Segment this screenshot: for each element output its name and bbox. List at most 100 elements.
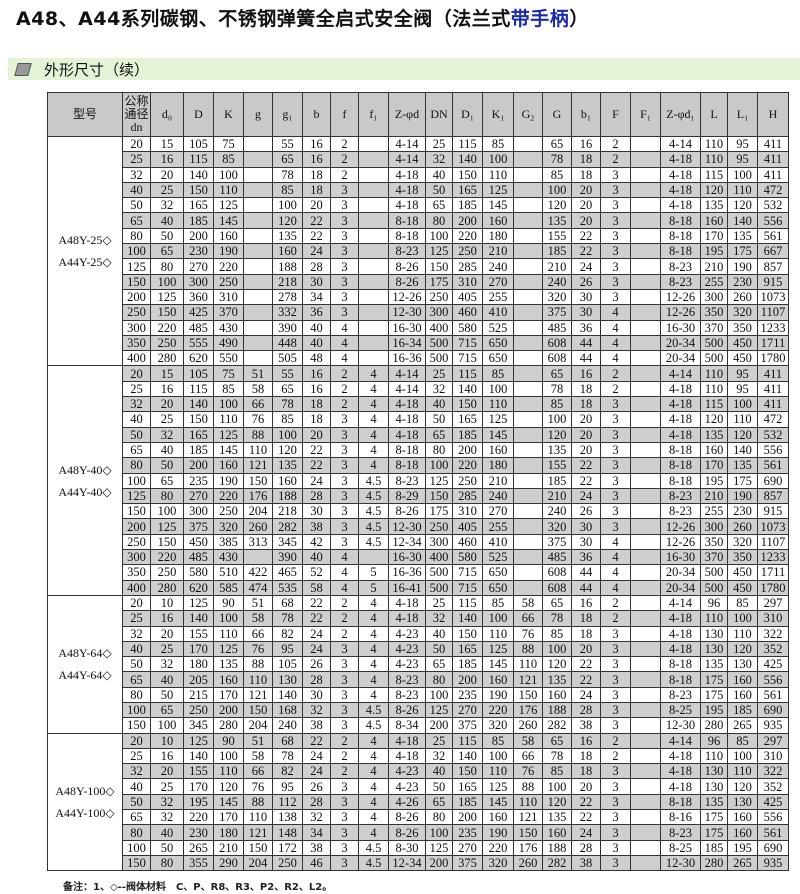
table-cell: 65 (122, 671, 151, 688)
table-cell: 3 (600, 426, 631, 443)
table-cell: 150 (122, 854, 151, 872)
table-cell: 8-23 (660, 824, 701, 841)
table-cell: 3 (600, 288, 631, 306)
table-cell: 150 (243, 472, 273, 489)
table-cell: 580 (452, 319, 483, 336)
table-cell: 24 (571, 686, 601, 703)
table-cell (513, 579, 543, 596)
table-cell: 175 (727, 472, 758, 489)
table-cell: 3 (330, 212, 359, 229)
table-cell (630, 656, 661, 673)
table-cell: 176 (513, 839, 543, 856)
table-cell: 95 (727, 380, 758, 398)
table-cell: 110 (213, 181, 244, 199)
table-cell: 620 (183, 579, 214, 596)
table-cell: 190 (213, 472, 244, 489)
model-name: A44Y-64◇ (58, 668, 112, 683)
table-cell: 2 (330, 135, 359, 153)
table-cell: 66 (243, 396, 273, 413)
table-cell: 3 (330, 441, 359, 459)
table-cell: 4 (600, 350, 631, 367)
table-cell: 200 (183, 457, 214, 474)
table-cell: 2 (330, 610, 359, 627)
table-cell: 345 (183, 717, 214, 734)
table-cell: 8-16 (660, 809, 701, 826)
table-cell: 3 (330, 288, 359, 306)
table-cell: 68 (272, 732, 303, 749)
table-cell: 150 (122, 717, 151, 734)
model-name: A44Y-40◇ (58, 484, 112, 499)
table-row: 25 16 115 85 65 16 2 4-14 32 140 100 78 18 2 4-18 110 95… (48, 151, 789, 168)
table-cell: 40 (122, 411, 151, 428)
table-cell: 210 (482, 243, 514, 260)
table-cell: 260 (727, 518, 758, 535)
table-cell: 22 (302, 732, 331, 749)
table-cell: 300 (700, 288, 728, 306)
table-cell: 500 (700, 579, 728, 596)
table-cell: 40 (150, 212, 184, 229)
table-cell: 32 (425, 380, 453, 398)
table-cell: 3 (330, 793, 359, 811)
table-cell: 300 (425, 533, 453, 551)
table-cell: 410 (482, 304, 514, 321)
column-header: G (542, 92, 572, 137)
table-cell: 465 (272, 564, 303, 581)
table-cell: 85 (213, 151, 244, 168)
table-cell: 332 (272, 304, 303, 321)
table-cell (358, 212, 389, 229)
table-cell: 4-18 (388, 732, 426, 749)
table-cell (630, 319, 661, 336)
table-cell: 3 (330, 227, 359, 245)
table-cell (513, 518, 543, 535)
table-cell: 556 (757, 212, 789, 229)
table-cell: 220 (213, 487, 244, 505)
table-cell (630, 824, 661, 841)
table-cell: 3 (600, 258, 631, 275)
table-cell: 4-18 (660, 640, 701, 658)
table-cell: 120 (727, 426, 758, 443)
table-cell: 250 (150, 564, 184, 581)
table-cell: 4-23 (388, 656, 426, 673)
table-cell: 3 (600, 273, 631, 290)
table-cell (630, 686, 661, 703)
table-row: 32 20 140 100 78 18 2 4-18 40 150 110 85 18 3 4-18 115 1… (48, 166, 789, 183)
table-cell: 8-18 (388, 212, 426, 229)
table-cell: 300 (700, 518, 728, 535)
table-cell: 120 (700, 181, 728, 199)
title-highlight: 带手柄 (510, 8, 570, 30)
table-row: 125 80 270 220 188 28 3 8-26 150 285 240 210 24 3 8-23… (48, 258, 789, 275)
column-header: K (213, 92, 244, 137)
table-cell (358, 227, 389, 245)
table-cell: 32 (425, 610, 453, 627)
table-cell: 4 (600, 319, 631, 336)
table-cell: 3 (330, 457, 359, 474)
table-cell: 100 (122, 839, 151, 856)
table-cell: 4-23 (388, 640, 426, 658)
table-cell: 175 (700, 824, 728, 841)
table-cell: 472 (757, 181, 789, 199)
table-cell: 4-14 (660, 135, 701, 153)
table-cell: 160 (482, 212, 514, 229)
table-cell: 220 (452, 227, 483, 245)
table-cell: 100 (542, 411, 572, 428)
table-cell: 160 (700, 441, 728, 459)
table-cell: 175 (425, 273, 453, 290)
table-cell (630, 243, 661, 260)
table-cell: 390 (272, 319, 303, 336)
table-cell: 556 (757, 809, 789, 826)
table-cell: 145 (482, 426, 514, 443)
table-cell: 38 (302, 717, 331, 734)
table-cell: 78 (542, 380, 572, 398)
table-row: A48Y-25◇ A44Y-25◇ 20 15 105 75 55 16 2 4-14 25 115 8… (47, 135, 789, 367)
table-cell: 4 (358, 457, 389, 474)
table-row: A48Y-64◇ A44Y-64◇ 20 10 125 90 51 68 22 2 4 4-18 25 1… (47, 594, 789, 734)
table-cell: 690 (757, 472, 789, 489)
table-cell: 2 (330, 625, 359, 642)
column-header: L₁ (727, 92, 758, 137)
table-cell: 172 (272, 839, 303, 856)
table-cell: 3 (600, 441, 631, 459)
section-title: 外形尺寸（续） (44, 60, 150, 79)
table-cell: 3 (330, 656, 359, 673)
table-cell: 2 (330, 380, 359, 398)
table-cell: 185 (452, 793, 483, 811)
